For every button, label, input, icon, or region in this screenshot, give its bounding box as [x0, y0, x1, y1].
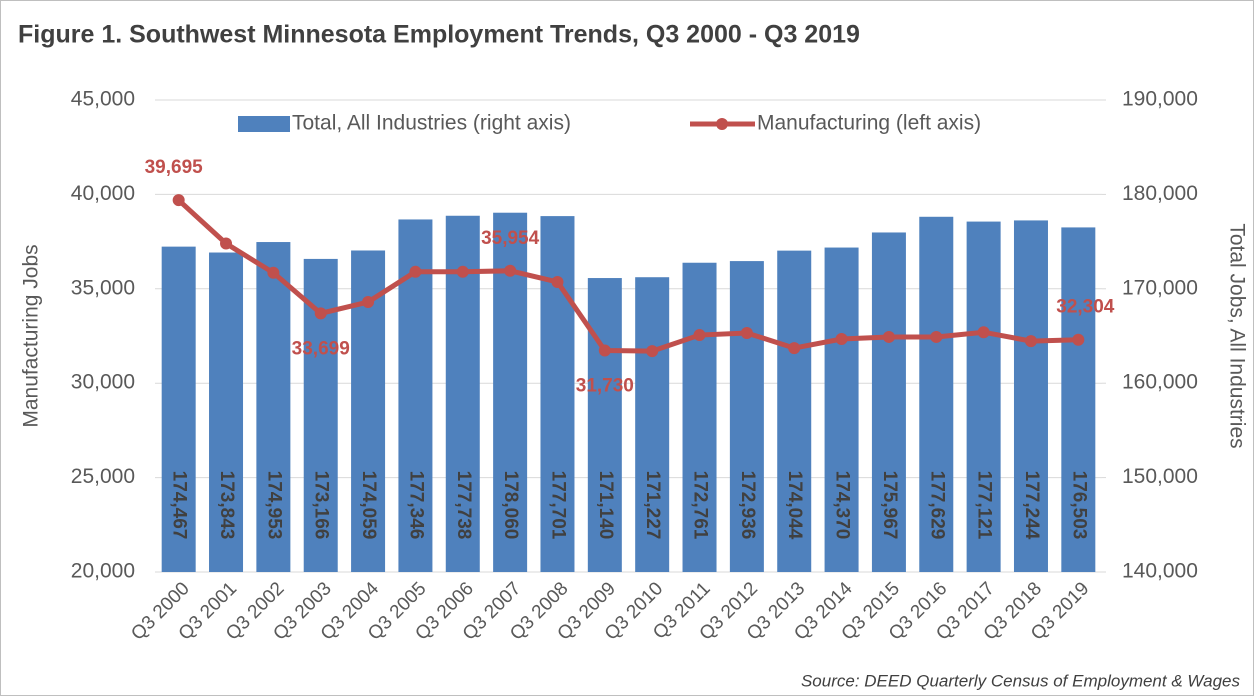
- line-marker: [740, 326, 753, 339]
- line-marker: [362, 296, 375, 309]
- line-value-label: 32,304: [1056, 297, 1115, 318]
- bar: [871, 232, 906, 572]
- line-value-label: 35,954: [481, 228, 540, 249]
- bar-value-label: 177,121: [974, 471, 995, 540]
- y2-tick-label: 190,000: [1122, 88, 1198, 111]
- y2-tick-label: 180,000: [1122, 182, 1198, 205]
- bar-value-label: 173,843: [216, 471, 237, 540]
- bar: [540, 216, 575, 573]
- line-marker: [456, 265, 469, 278]
- y2-tick-label: 170,000: [1122, 276, 1198, 299]
- bar-value-label: 176,503: [1068, 471, 1089, 540]
- bar: [587, 278, 622, 572]
- line-value-label: 33,699: [292, 338, 350, 359]
- bar: [729, 261, 764, 572]
- bar-value-label: 172,761: [690, 471, 711, 540]
- line-marker: [220, 237, 233, 250]
- bar: [256, 242, 291, 572]
- y2-tick-label: 140,000: [1122, 560, 1198, 583]
- bar: [824, 247, 859, 573]
- bar-value-label: 172,936: [737, 471, 758, 540]
- bar-value-label: 174,059: [358, 471, 379, 540]
- line-value-label: 31,730: [576, 376, 634, 397]
- bar-value-label: 174,044: [784, 471, 805, 540]
- bar: [635, 277, 670, 572]
- y-axis-title: Manufacturing Jobs: [20, 244, 43, 427]
- bar-value-label: 177,701: [547, 471, 568, 540]
- line-marker: [314, 307, 327, 320]
- line-marker: [1024, 335, 1037, 348]
- line-marker: [1072, 333, 1085, 346]
- line-marker: [977, 326, 990, 339]
- line-marker: [788, 342, 801, 355]
- y2-tick-label: 160,000: [1122, 371, 1198, 394]
- bar-value-label: 175,967: [879, 471, 900, 540]
- line-marker: [646, 345, 659, 358]
- y-tick-label: 45,000: [71, 88, 135, 111]
- line-marker: [551, 276, 564, 289]
- legend-label: Manufacturing (left axis): [757, 112, 981, 135]
- source-note: Source: DEED Quarterly Census of Employm…: [801, 671, 1241, 690]
- bar: [161, 246, 196, 572]
- legend-swatch: [238, 116, 290, 132]
- bar: [1013, 220, 1048, 573]
- y-tick-label: 25,000: [71, 465, 135, 488]
- bar-value-label: 174,953: [263, 471, 284, 540]
- y2-tick-label: 150,000: [1122, 465, 1198, 488]
- bar-value-label: 177,346: [405, 471, 426, 540]
- bar-value-label: 177,244: [1021, 471, 1042, 540]
- line: [176, 198, 1079, 354]
- line-value-label: 39,695: [145, 157, 204, 178]
- line-marker: [598, 344, 611, 357]
- chart-title: Figure 1. Southwest Minnesota Employment…: [18, 21, 860, 49]
- y-tick-label: 20,000: [71, 560, 135, 583]
- bar: [1061, 227, 1096, 572]
- legend-swatch-marker: [716, 118, 728, 130]
- bar-value-label: 177,629: [926, 471, 947, 540]
- bar-value-label: 174,370: [832, 471, 853, 540]
- bar-value-label: 174,467: [169, 471, 190, 540]
- y-tick-label: 40,000: [71, 182, 135, 205]
- line-marker: [409, 265, 422, 278]
- line-marker: [835, 333, 848, 346]
- bar: [966, 221, 1001, 572]
- bar-value-label: 173,166: [311, 471, 332, 540]
- bar-value-label: 177,738: [453, 471, 474, 540]
- bar: [682, 262, 717, 572]
- bar: [209, 252, 244, 572]
- bar-value-label: 171,140: [595, 471, 616, 540]
- legend-label: Total, All Industries (right axis): [292, 112, 571, 135]
- line-marker: [504, 264, 517, 277]
- line-marker: [267, 266, 280, 279]
- line-marker: [172, 194, 185, 207]
- bar: [777, 250, 812, 572]
- bar: [919, 216, 954, 573]
- y-tick-label: 30,000: [71, 371, 135, 394]
- line-marker: [930, 330, 943, 343]
- bar-value-label: 178,060: [500, 471, 521, 540]
- line-marker: [882, 330, 895, 343]
- bar-value-label: 171,227: [642, 471, 663, 540]
- y2-axis-title: Total Jobs, All Industries: [1225, 223, 1248, 448]
- y-tick-label: 35,000: [71, 276, 135, 299]
- line-marker: [693, 329, 706, 342]
